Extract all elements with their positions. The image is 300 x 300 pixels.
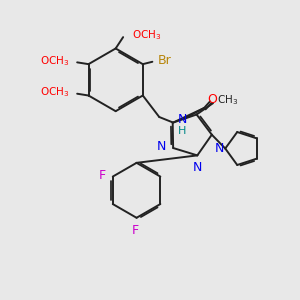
Text: F: F	[131, 224, 139, 237]
Text: CH$_3$: CH$_3$	[217, 93, 238, 107]
Text: N: N	[214, 142, 224, 155]
Text: N: N	[193, 161, 202, 174]
Text: O: O	[208, 93, 217, 106]
Text: Br: Br	[158, 54, 172, 67]
Text: OCH$_3$: OCH$_3$	[40, 54, 69, 68]
Text: H: H	[178, 126, 186, 136]
Text: OCH$_3$: OCH$_3$	[40, 85, 69, 99]
Text: N: N	[157, 140, 167, 153]
Text: F: F	[99, 169, 106, 182]
Text: N: N	[178, 113, 188, 127]
Text: OCH$_3$: OCH$_3$	[132, 28, 161, 42]
